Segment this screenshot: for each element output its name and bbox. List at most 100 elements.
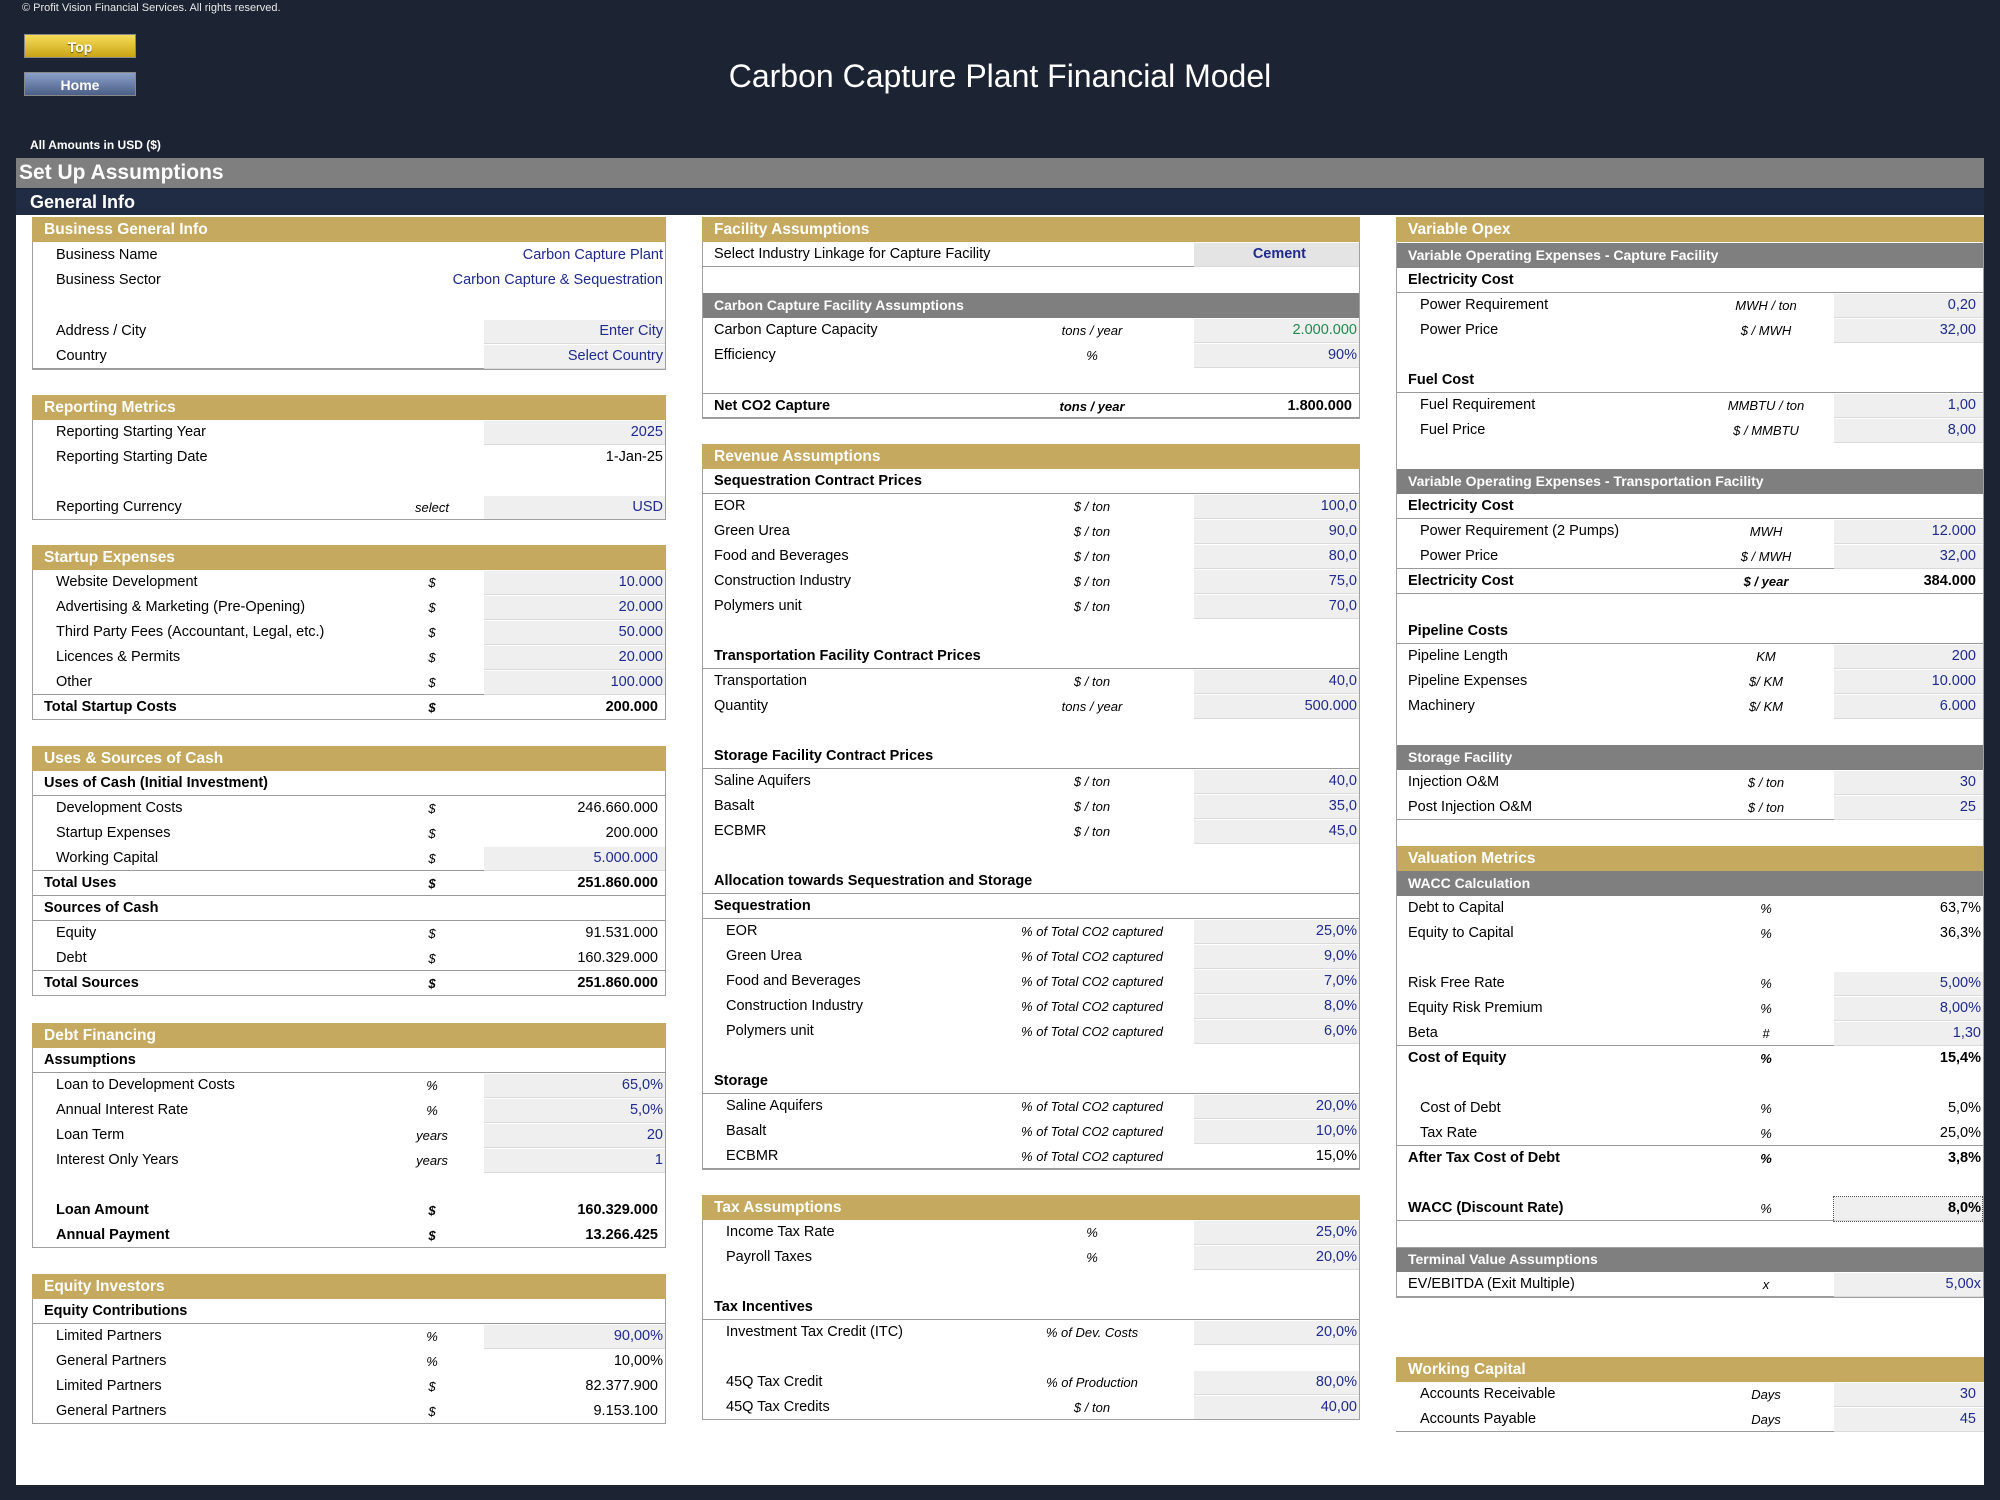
industry-link-select[interactable]: Cement — [1252, 246, 1306, 262]
table-row: Third Party Fees (Accountant, Legal, etc… — [32, 620, 666, 645]
row-value[interactable]: 5.000.000 — [593, 850, 658, 866]
row-value[interactable]: 100,0 — [1320, 498, 1357, 514]
row-value[interactable]: 70,0 — [1328, 598, 1357, 614]
beta-value[interactable]: 1,30 — [1952, 1025, 1981, 1041]
equity-contrib-label: Equity Contributions — [44, 1303, 188, 1319]
row-value[interactable]: 40,0 — [1328, 673, 1357, 689]
power-req2-value[interactable]: 12.000 — [1931, 523, 1976, 539]
revenue-header: Revenue Assumptions — [702, 444, 1360, 469]
input-bg — [484, 847, 666, 871]
row-value[interactable]: 25,0% — [1315, 1224, 1357, 1240]
assumptions-header-label: Assumptions — [44, 1052, 136, 1068]
input-bg — [1194, 1095, 1360, 1119]
credit-45q-label: 45Q Tax Credit — [726, 1374, 823, 1390]
row-label: Equity — [56, 925, 97, 941]
row-value[interactable]: 7,0% — [1323, 973, 1357, 989]
row-value[interactable]: 20.000 — [618, 649, 663, 665]
row-value[interactable]: 35,0 — [1328, 798, 1357, 814]
row-value[interactable]: 20.000 — [618, 599, 663, 615]
credit-45q-input-bg — [1194, 1371, 1360, 1395]
itc-value[interactable]: 20,0% — [1315, 1324, 1357, 1340]
row-value[interactable]: 75,0 — [1328, 573, 1357, 589]
home-button[interactable]: Home — [24, 72, 136, 96]
input-bg — [1194, 1120, 1360, 1144]
elec-total-unit: $ / year — [1743, 574, 1789, 589]
row-value[interactable]: 10.000 — [618, 574, 663, 590]
ev-ebitda-value[interactable]: 5,00x — [1945, 1276, 1981, 1292]
address-row: Address / City Enter City — [32, 319, 666, 344]
row-value[interactable]: 10.000 — [1931, 673, 1976, 689]
row-value[interactable]: 40,0 — [1328, 773, 1357, 789]
equity-cap-row: Equity to Capital % 36,3% — [1396, 921, 1984, 946]
row-value[interactable]: 200 — [1951, 648, 1976, 664]
power-price2-value[interactable]: 32,00 — [1939, 548, 1976, 564]
business-name-value[interactable]: Carbon Capture Plant — [522, 247, 663, 263]
row-value[interactable]: 9,0% — [1323, 948, 1357, 964]
row-value[interactable]: 30 — [1959, 774, 1976, 790]
row-value[interactable]: 20 — [646, 1127, 663, 1143]
row-value[interactable]: 500.000 — [1304, 698, 1357, 714]
table-row: Accounts Receivable Days 30 — [1396, 1382, 1984, 1407]
row-value[interactable]: 20,0% — [1315, 1098, 1357, 1114]
row-value[interactable]: 1 — [654, 1152, 663, 1168]
wacc-value[interactable]: 8,0% — [1947, 1200, 1981, 1216]
business-general-header: Business General Info — [32, 217, 666, 242]
row-value[interactable]: 80,0 — [1328, 548, 1357, 564]
row-value[interactable]: 25 — [1959, 799, 1976, 815]
credit-45q-value[interactable]: 80,0% — [1315, 1374, 1357, 1390]
power-req2-row: Power Requirement (2 Pumps) MWH 12.000 — [1396, 519, 1984, 544]
row-value[interactable]: 6.000 — [1939, 698, 1976, 714]
risk-free-value[interactable]: 5,00% — [1939, 975, 1981, 991]
efficiency-value[interactable]: 90% — [1327, 347, 1357, 363]
row-label: Quantity — [714, 698, 768, 714]
row-unit: $ / ton — [1073, 799, 1111, 814]
row-label: Basalt — [714, 798, 755, 814]
erp-value[interactable]: 8,00% — [1939, 1000, 1981, 1016]
power-req2-label: Power Requirement (2 Pumps) — [1420, 523, 1620, 539]
fuel-price-value[interactable]: 8,00 — [1947, 422, 1976, 438]
row-unit: $ — [428, 600, 436, 615]
row-label: Limited Partners — [56, 1328, 162, 1344]
row-value[interactable]: 45,0 — [1328, 823, 1357, 839]
row-value[interactable]: 65,0% — [621, 1077, 663, 1093]
row-value[interactable]: 100.000 — [610, 674, 663, 690]
row-value[interactable]: 90,0 — [1328, 523, 1357, 539]
fuel-price-row: Fuel Price $ / MMBTU 8,00 — [1396, 418, 1984, 443]
row-value[interactable]: 20,0% — [1315, 1249, 1357, 1265]
total-startup-unit: $ — [428, 700, 436, 715]
electricity-cost2-header: Electricity Cost — [1396, 494, 1984, 519]
row-value[interactable]: 8,0% — [1323, 998, 1357, 1014]
power-price-value[interactable]: 32,00 — [1939, 322, 1976, 338]
fuel-req-row: Fuel Requirement MMBTU / ton 1,00 — [1396, 393, 1984, 418]
row-value[interactable]: 25,0% — [1315, 923, 1357, 939]
row-unit: $ / ton — [1747, 775, 1785, 790]
input-bg — [1194, 595, 1360, 619]
start-year-value[interactable]: 2025 — [630, 424, 663, 440]
tax-rate-value: 25,0% — [1939, 1125, 1981, 1141]
sequestration-header: Sequestration — [702, 894, 1360, 919]
row-value[interactable]: 45 — [1959, 1411, 1976, 1427]
row-value[interactable]: 30 — [1959, 1386, 1976, 1402]
row-value[interactable]: 90,00% — [613, 1328, 663, 1344]
row-unit: % of Total CO2 captured — [1021, 949, 1163, 964]
row-value[interactable]: 6,0% — [1323, 1023, 1357, 1039]
row-value[interactable]: 50.000 — [618, 624, 663, 640]
input-bg — [1194, 1246, 1360, 1270]
top-button[interactable]: Top — [24, 34, 136, 58]
row-value[interactable]: 10,0% — [1315, 1123, 1357, 1139]
address-value[interactable]: Enter City — [599, 323, 663, 339]
row-value[interactable]: 5,0% — [629, 1102, 663, 1118]
country-value[interactable]: Select Country — [567, 348, 663, 364]
power-req-value[interactable]: 0,20 — [1947, 297, 1976, 313]
efficiency-row: Efficiency % 90% — [702, 343, 1360, 368]
capacity-value[interactable]: 2.000.000 — [1292, 322, 1357, 338]
ev-ebitda-label: EV/EBITDA (Exit Multiple) — [1408, 1276, 1575, 1292]
credits-45q-unit: $ / ton — [1073, 1400, 1111, 1415]
input-bg — [1194, 770, 1360, 794]
fuel-req-value[interactable]: 1,00 — [1947, 397, 1976, 413]
row-label: Annual Interest Rate — [56, 1102, 189, 1118]
currency-value[interactable]: USD — [632, 499, 663, 515]
startup-expenses-header: Startup Expenses — [32, 545, 666, 570]
credits-45q-value[interactable]: 40,00 — [1320, 1399, 1357, 1415]
business-sector-value[interactable]: Carbon Capture & Sequestration — [452, 272, 663, 288]
